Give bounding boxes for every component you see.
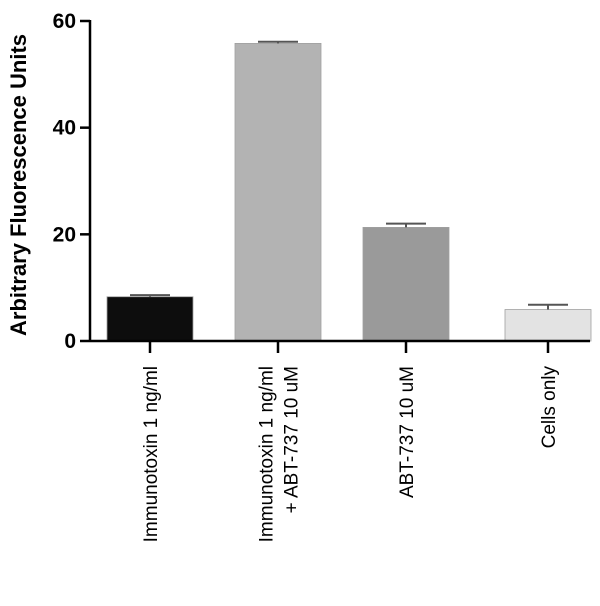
y-axis-label: Arbitrary Fluorescence Units	[6, 34, 31, 336]
x-label-1-line-0: Immunotoxin 1 ng/ml	[257, 366, 278, 542]
error-bars-group	[130, 40, 568, 310]
x-ticks-group	[148, 341, 550, 353]
y-ticks-group: 0 20 40 60	[53, 10, 90, 353]
x-label-0-line-0: Immunotoxin 1 ng/ml	[141, 366, 162, 542]
bar-2	[362, 226, 450, 342]
x-label-3-line-0: Cells only	[539, 366, 560, 449]
x-label-2-line-0: ABT-737 10 uM	[397, 366, 418, 498]
x-labels-group: Immunotoxin 1 ng/ml Immunotoxin 1 ng/ml + …	[141, 366, 560, 543]
bars-group	[106, 43, 592, 342]
y-tick-label-2: 40	[53, 117, 76, 140]
y-tick-label-3: 60	[53, 10, 76, 33]
bar-3	[504, 309, 592, 342]
y-tick-label-0: 0	[64, 330, 76, 353]
bar-0	[106, 296, 194, 342]
bar-1	[234, 43, 322, 342]
y-tick-label-1: 20	[53, 223, 76, 246]
x-label-1-line-1: + ABT-737 10 uM	[282, 366, 303, 513]
